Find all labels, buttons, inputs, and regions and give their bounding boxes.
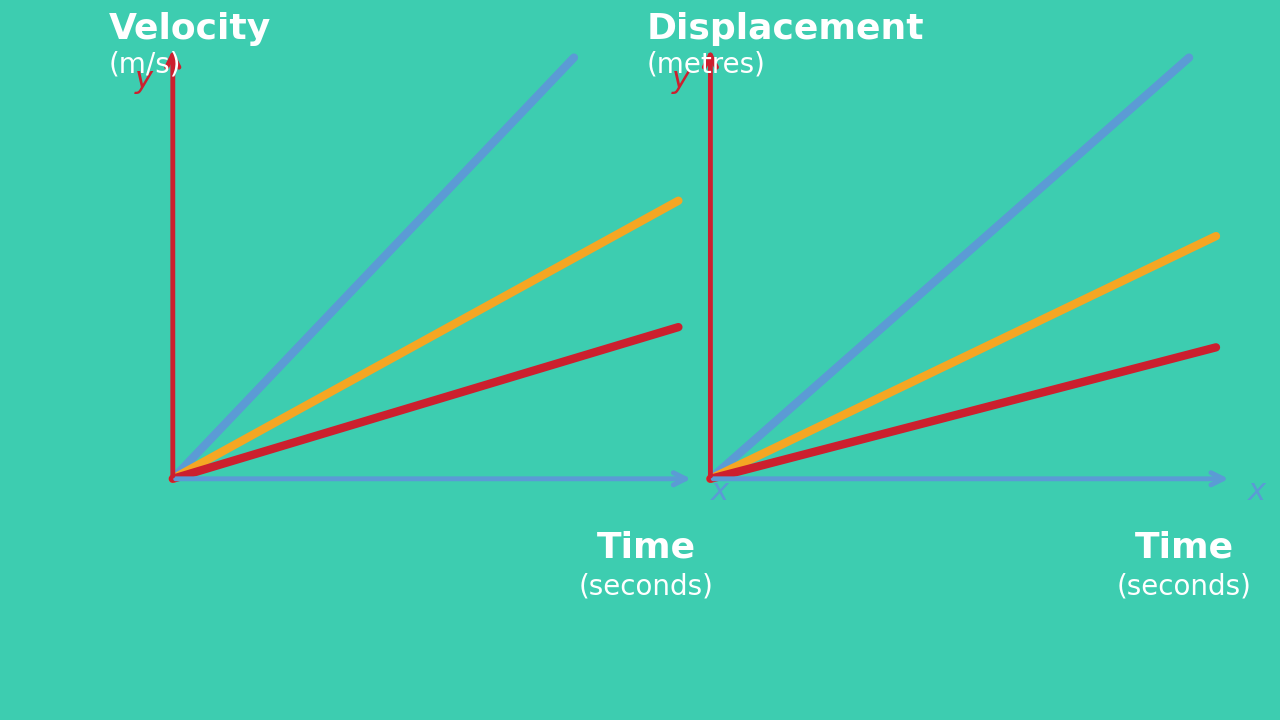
Text: (metres): (metres) <box>646 51 765 78</box>
Text: x: x <box>1248 477 1266 506</box>
Text: y: y <box>672 65 690 94</box>
Text: (m/s): (m/s) <box>109 51 182 78</box>
Text: (seconds): (seconds) <box>1116 573 1252 600</box>
Text: Time: Time <box>596 530 696 564</box>
Text: Displacement: Displacement <box>646 12 924 46</box>
Text: y: y <box>134 65 152 94</box>
Text: Time: Time <box>1134 530 1234 564</box>
Text: (seconds): (seconds) <box>579 573 714 600</box>
Text: Velocity: Velocity <box>109 12 271 46</box>
Text: x: x <box>710 477 728 506</box>
